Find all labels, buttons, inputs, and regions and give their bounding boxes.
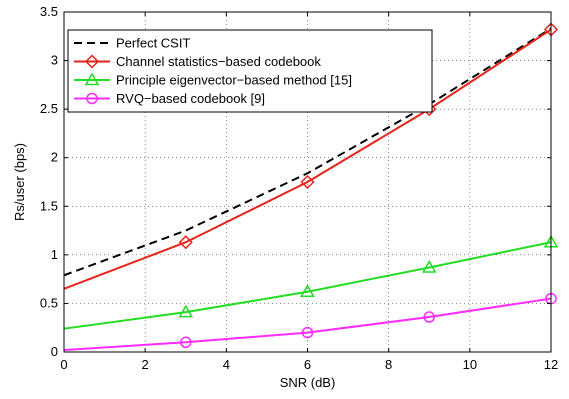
x-tick-label: 2 [142, 357, 149, 372]
data-point-marker [421, 259, 437, 273]
legend-marker [84, 72, 100, 86]
y-tick-label: 1 [51, 247, 58, 262]
legend-marker [86, 92, 98, 105]
y-tick-label: 1.5 [40, 198, 58, 213]
series-group [63, 234, 559, 330]
legend-box [67, 29, 433, 113]
legend-item: Perfect CSIT [74, 36, 190, 51]
legend-item: Principle eigenvector−based method [15] [74, 72, 352, 88]
tick-layer: 0 2 4 6 8 10 12 0 0.5 1 1.5 2 2.5 3 3.5 [40, 4, 558, 372]
x-tick-label: 4 [223, 357, 230, 372]
y-tick-label: 0.5 [40, 295, 58, 310]
data-point-marker [178, 304, 194, 318]
legend-label: Perfect CSIT [116, 36, 190, 51]
legend-label: RVQ−based codebook [9] [116, 91, 265, 106]
legend-label: Principle eigenvector−based method [15] [116, 73, 352, 88]
legend-marker [84, 54, 100, 69]
y-axis-label: Rs/user (bps) [12, 143, 27, 221]
series-group [63, 27, 552, 277]
legend-label: Channel statistics−based codebook [116, 54, 321, 69]
y-tick-label: 3.5 [40, 4, 58, 19]
y-tick-label: 0 [51, 344, 58, 359]
y-tick-label: 2 [51, 150, 58, 165]
data-point-marker [423, 311, 435, 323]
legend-item: Channel statistics−based codebook [74, 54, 321, 69]
series-group [63, 292, 557, 352]
data-point-marker [180, 336, 192, 349]
data-point-marker [300, 284, 315, 298]
series-line [63, 241, 552, 330]
x-tick-label: 12 [544, 357, 558, 372]
data-point-marker [178, 235, 193, 250]
data-point-marker [301, 326, 314, 339]
data-point-marker [300, 174, 315, 190]
x-tick-label: 10 [463, 357, 477, 372]
series-layer [63, 22, 559, 352]
series-line [63, 297, 552, 352]
legend-item: RVQ−based codebook [9] [74, 91, 265, 106]
y-tick-label: 3 [51, 53, 58, 68]
x-axis-label: SNR (dB) [280, 375, 336, 390]
x-tick-label: 0 [60, 357, 67, 372]
series-line [63, 28, 552, 290]
series-group [63, 22, 559, 290]
x-tick-label: 8 [385, 357, 392, 372]
x-tick-label: 6 [304, 357, 311, 372]
series-line [63, 27, 552, 277]
y-tick-label: 2.5 [40, 101, 58, 116]
axis-label-layer: SNR (dB) Rs/user (bps) [12, 143, 335, 390]
legend: Perfect CSIT Channel statistics−based cod… [67, 29, 433, 113]
